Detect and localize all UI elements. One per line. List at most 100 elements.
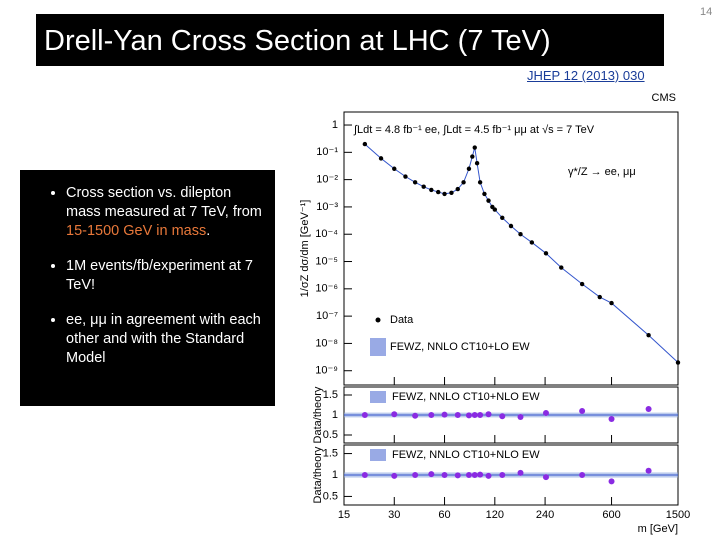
ratio-point — [608, 478, 615, 485]
legend-label: Data — [390, 314, 414, 326]
data-point — [403, 174, 408, 179]
ratio-point — [454, 412, 461, 418]
annotation: FEWZ, NNLO CT10+NLO EW — [392, 391, 540, 403]
data-point — [500, 215, 505, 220]
legend-label: FEWZ, NNLO CT10+LO EW — [390, 341, 530, 353]
ratio-point — [477, 471, 484, 478]
ratio-point — [579, 472, 586, 478]
reference-link[interactable]: JHEP 12 (2013) 030 — [527, 68, 645, 83]
ratio-point — [517, 414, 524, 420]
ratio-point — [391, 472, 398, 479]
data-point — [559, 265, 564, 270]
legend-marker — [375, 317, 381, 323]
y-tick-label: 0.5 — [323, 429, 338, 441]
ratio-point — [471, 472, 478, 478]
data-point — [518, 232, 523, 237]
data-point — [579, 281, 585, 287]
annotation: γ*/Z → ee, μμ — [568, 166, 636, 178]
bullet-text: . — [206, 223, 211, 239]
y-tick-label: 0.5 — [323, 490, 338, 502]
data-point — [597, 294, 602, 300]
ratio-point — [499, 472, 506, 478]
data-point — [455, 186, 460, 192]
legend-marker — [370, 391, 386, 403]
ratio-point — [645, 467, 652, 474]
y-axis-label: Data/theory — [312, 386, 324, 443]
ratio-point — [517, 469, 524, 476]
y-tick-label: 10⁻⁵ — [315, 255, 338, 267]
data-point — [429, 187, 434, 193]
bullet-text: 1M events/fb/experiment at 7 TeV! — [66, 258, 253, 293]
ratio-point — [412, 412, 419, 419]
data-point — [529, 240, 535, 245]
x-tick-label: 1500 — [666, 509, 690, 521]
y-tick-label: 10⁻³ — [316, 201, 338, 213]
ratio-point — [485, 472, 492, 479]
annotation: ∫Ldt = 4.8 fb⁻¹ ee, ∫Ldt = 4.5 fb⁻¹ μμ a… — [353, 124, 595, 136]
ratio-point — [471, 412, 478, 418]
data-point — [482, 191, 487, 197]
ratio-point — [465, 412, 472, 419]
ratio-point — [542, 474, 549, 481]
data-point — [412, 180, 418, 185]
data-point — [421, 184, 426, 189]
data-point — [477, 180, 483, 185]
ratio-point — [454, 472, 461, 479]
ratio-point — [579, 408, 586, 414]
data-point — [492, 207, 498, 212]
bullet-text: ee, μμ in agreement with each other and … — [66, 312, 261, 366]
y-tick-label: 10⁻⁸ — [315, 337, 338, 349]
annotation: FEWZ, NNLO CT10+NLO EW — [392, 449, 540, 461]
legend-marker — [370, 338, 386, 356]
bullet: ee, μμ in agreement with each other and … — [66, 311, 267, 368]
y-tick-label: 10⁻⁹ — [315, 365, 338, 377]
ratio-point — [499, 413, 506, 420]
ratio-point — [608, 416, 615, 422]
y-tick-label: 10⁻⁶ — [315, 283, 338, 295]
ratio-point — [361, 472, 368, 478]
y-tick-label: 1.5 — [323, 447, 338, 459]
ratio-point — [477, 412, 484, 418]
data-point — [378, 156, 384, 161]
bullet-box: Cross section vs. dilepton mass measured… — [20, 170, 275, 406]
data-point — [466, 166, 472, 171]
x-tick-label: 15 — [338, 509, 350, 521]
data-point — [646, 333, 651, 338]
bullet-text: Cross section vs. dilepton mass measured… — [66, 185, 262, 220]
data-point — [470, 154, 475, 159]
data-point — [392, 166, 397, 171]
data-point — [486, 198, 491, 203]
annotation: CMS — [652, 92, 676, 104]
data-point — [362, 141, 368, 147]
data-point — [436, 189, 441, 195]
x-tick-label: 120 — [486, 509, 504, 521]
data-point — [461, 180, 466, 185]
slide-title: Drell-Yan Cross Section at LHC (7 TeV) — [36, 14, 664, 66]
y-tick-label: 10⁻² — [316, 174, 338, 186]
x-tick-label: 600 — [602, 509, 620, 521]
data-point — [508, 223, 514, 229]
x-axis-label: m [GeV] — [638, 523, 678, 535]
ratio-point — [428, 412, 435, 418]
ratio-point — [485, 411, 492, 418]
ratio-point — [441, 472, 448, 478]
y-tick-label: 10⁻¹ — [316, 146, 338, 158]
x-tick-label: 60 — [438, 509, 450, 521]
data-point — [449, 190, 454, 195]
bullet: 1M events/fb/experiment at 7 TeV! — [66, 257, 267, 295]
legend-marker — [370, 449, 386, 461]
data-point — [609, 300, 614, 306]
ratio-point — [441, 411, 448, 418]
highlight: 15-1500 GeV in mass — [66, 223, 207, 239]
ratio-point — [391, 411, 398, 418]
y-axis-label: Data/theory — [312, 446, 324, 503]
ratio-point — [412, 472, 419, 478]
axes-frame — [343, 111, 679, 386]
x-tick-label: 240 — [536, 509, 554, 521]
y-tick-label: 1 — [332, 469, 338, 481]
ratio-point — [542, 410, 549, 416]
y-tick-label: 10⁻⁴ — [315, 228, 338, 240]
data-point — [543, 251, 549, 256]
